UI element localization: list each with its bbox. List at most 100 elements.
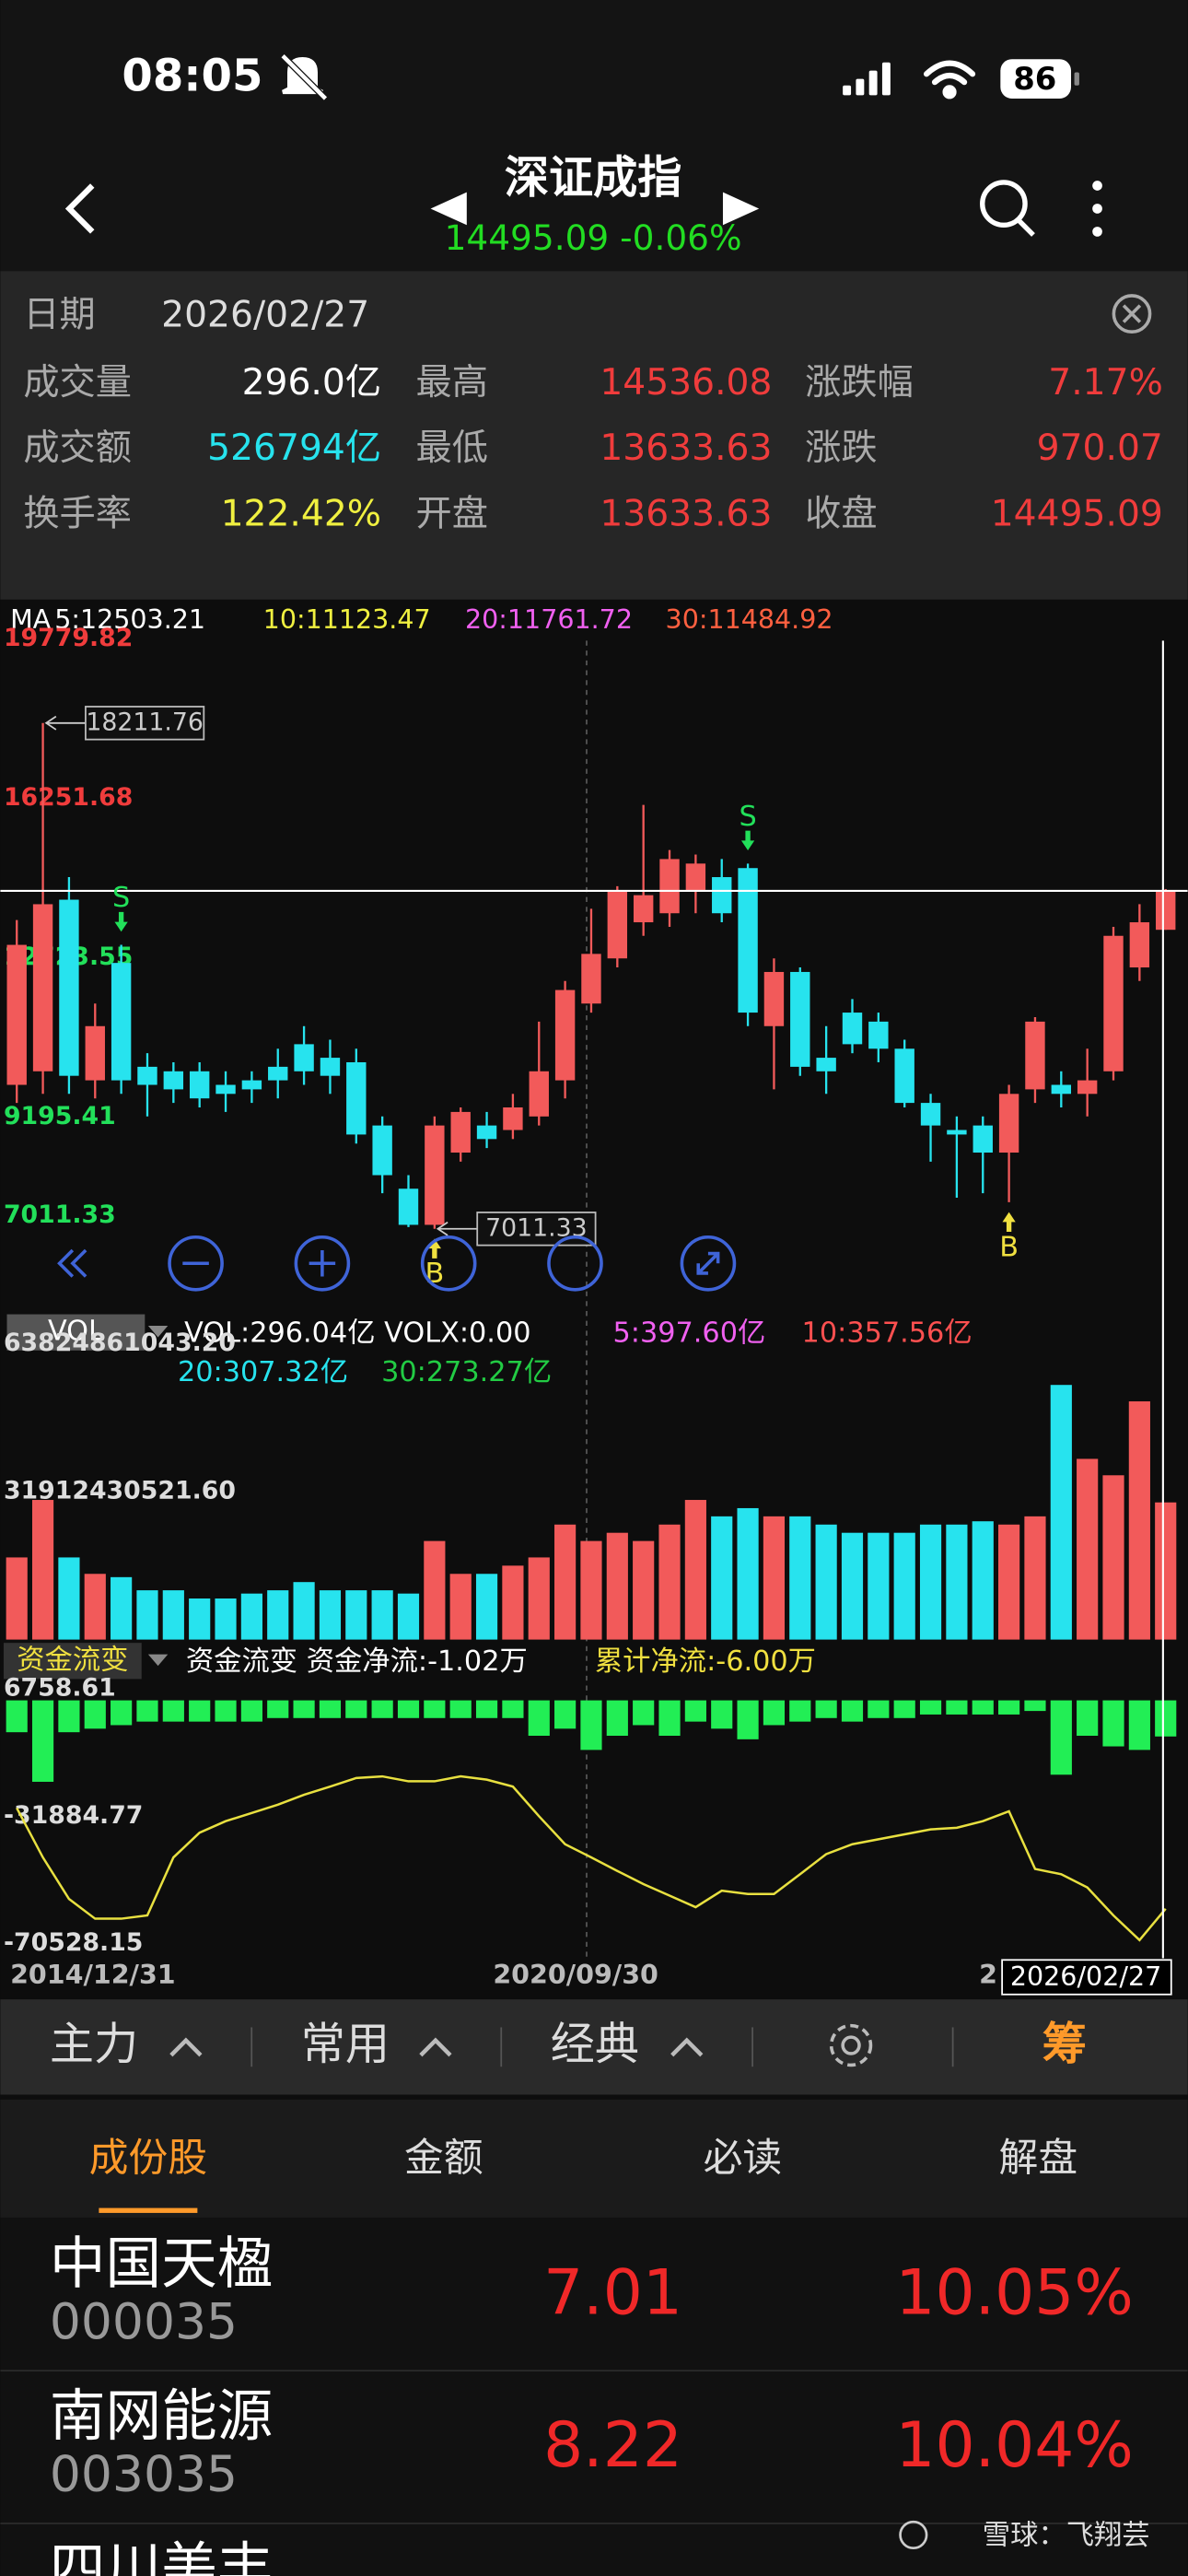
stock-name[interactable]: 中国天楹 bbox=[50, 2231, 273, 2296]
more-button[interactable] bbox=[1092, 181, 1102, 237]
tab[interactable]: 常用 bbox=[301, 2019, 390, 2070]
battery bbox=[1000, 59, 1072, 99]
tab[interactable]: 经典 bbox=[551, 2019, 639, 2070]
settings-button[interactable] bbox=[829, 2023, 873, 2067]
volume-bar bbox=[1024, 1516, 1046, 1640]
mute-icon bbox=[280, 53, 328, 101]
candle-body bbox=[868, 1021, 889, 1049]
candle-body bbox=[59, 899, 79, 1076]
candle-body bbox=[738, 868, 758, 1013]
chart-bg bbox=[0, 599, 1188, 2000]
flow-legend: 资金流变 资金净流:-1.02万 bbox=[186, 1645, 528, 1678]
annotation-label: 18211.76 bbox=[86, 708, 204, 736]
flow-tag[interactable] bbox=[3, 1643, 142, 1680]
candle-body bbox=[1156, 890, 1176, 931]
flow-dropdown[interactable] bbox=[147, 1654, 169, 1667]
flow-bar bbox=[684, 1700, 706, 1722]
stock-list bbox=[0, 2218, 1188, 2576]
watermark-logo bbox=[899, 2520, 928, 2550]
flow-bar bbox=[502, 1700, 524, 1718]
volume-bar bbox=[371, 1590, 393, 1640]
y-tick-label: 63824861043.20 bbox=[4, 1329, 236, 1357]
volume-bar bbox=[946, 1524, 968, 1640]
volume-bar bbox=[841, 1532, 864, 1640]
cursor-date-box bbox=[1001, 1959, 1172, 1996]
date-tick: 2020/09/30 bbox=[493, 1960, 658, 1990]
info-label: 开盘 bbox=[416, 493, 488, 534]
flow-bar bbox=[868, 1700, 890, 1718]
candle-body bbox=[659, 859, 680, 914]
back-button[interactable] bbox=[64, 183, 95, 234]
volume-bar bbox=[868, 1532, 890, 1640]
candle-body bbox=[894, 1048, 914, 1104]
stock-price: 7.01 bbox=[543, 2255, 682, 2328]
y-tick-label: 16251.68 bbox=[4, 783, 133, 812]
flow-bar bbox=[972, 1700, 994, 1715]
volume-bar bbox=[162, 1590, 184, 1640]
info-value: 7.17% bbox=[1048, 362, 1163, 404]
flow-bar bbox=[1128, 1700, 1150, 1751]
top-bg bbox=[0, 0, 1188, 272]
search-button[interactable] bbox=[980, 180, 1035, 237]
subtab[interactable]: 成份股 bbox=[89, 2135, 207, 2181]
candle-body bbox=[607, 890, 628, 959]
volume-bar bbox=[267, 1590, 289, 1640]
candle-body bbox=[1129, 922, 1150, 968]
volume-bar bbox=[189, 1598, 211, 1640]
tab[interactable]: 主力 bbox=[50, 2019, 138, 2070]
flow-bar bbox=[815, 1700, 837, 1718]
subtab-bar bbox=[0, 2099, 1188, 2219]
tab-bar bbox=[0, 1999, 1188, 2095]
volume-bar bbox=[58, 1557, 80, 1640]
close-button[interactable] bbox=[1112, 294, 1152, 334]
vol-dropdown[interactable] bbox=[147, 1326, 169, 1338]
stock-code: 000035 bbox=[50, 2292, 238, 2350]
candle-body bbox=[1103, 935, 1124, 1071]
candle-body bbox=[450, 1111, 471, 1153]
index-title: 深证成指 bbox=[505, 152, 682, 204]
flow-bar bbox=[528, 1700, 550, 1737]
chart-controls[interactable] bbox=[57, 1235, 737, 1292]
flow-bar bbox=[606, 1700, 628, 1737]
candle-body bbox=[947, 1130, 967, 1135]
ma-label: MA bbox=[10, 604, 52, 635]
wifi-icon bbox=[923, 60, 976, 100]
volume-bar bbox=[397, 1593, 420, 1640]
vol-legend: 10:357.56亿 bbox=[802, 1317, 973, 1349]
date-label: 日期 bbox=[23, 295, 95, 336]
flow-bar bbox=[998, 1700, 1020, 1715]
volume-bar bbox=[684, 1500, 706, 1640]
annotation-box bbox=[85, 706, 205, 741]
subtab[interactable]: 金额 bbox=[404, 2135, 483, 2181]
stock-change: 10.05% bbox=[895, 2255, 1133, 2328]
candle-body bbox=[685, 863, 706, 891]
candle-body bbox=[712, 877, 732, 914]
volume-bar bbox=[136, 1590, 158, 1640]
y-tick-label: -31884.77 bbox=[4, 1801, 143, 1830]
stock-name[interactable]: 南网能源 bbox=[50, 2384, 273, 2449]
stock-name[interactable]: 四川美丰 bbox=[50, 2537, 273, 2576]
tab[interactable]: 筹 bbox=[1042, 2019, 1087, 2070]
flow-bar bbox=[475, 1700, 498, 1718]
flow-tag-label: 资金流变 bbox=[17, 1644, 128, 1676]
flow-bar bbox=[763, 1700, 786, 1726]
next-button[interactable] bbox=[722, 192, 760, 226]
volume-bar bbox=[1128, 1401, 1150, 1640]
y-tick-label: 9195.41 bbox=[4, 1102, 116, 1130]
vol-tag[interactable] bbox=[6, 1314, 146, 1351]
candle-body bbox=[111, 963, 132, 1081]
volume-bar bbox=[580, 1540, 602, 1640]
candle-body bbox=[372, 1125, 392, 1176]
flow-bar bbox=[189, 1700, 211, 1722]
volume-bar bbox=[815, 1524, 837, 1640]
volume-bar bbox=[763, 1516, 786, 1640]
info-value: 970.07 bbox=[1037, 427, 1163, 469]
subtab[interactable]: 必读 bbox=[704, 2135, 783, 2181]
prev-button[interactable] bbox=[430, 192, 467, 226]
candle-body bbox=[268, 1066, 288, 1081]
info-value: 13633.63 bbox=[600, 493, 772, 534]
candle-body bbox=[790, 971, 810, 1067]
subtab[interactable]: 解盘 bbox=[999, 2135, 1078, 2181]
subtab-underline bbox=[99, 2207, 198, 2213]
flow-bar bbox=[1155, 1700, 1177, 1737]
